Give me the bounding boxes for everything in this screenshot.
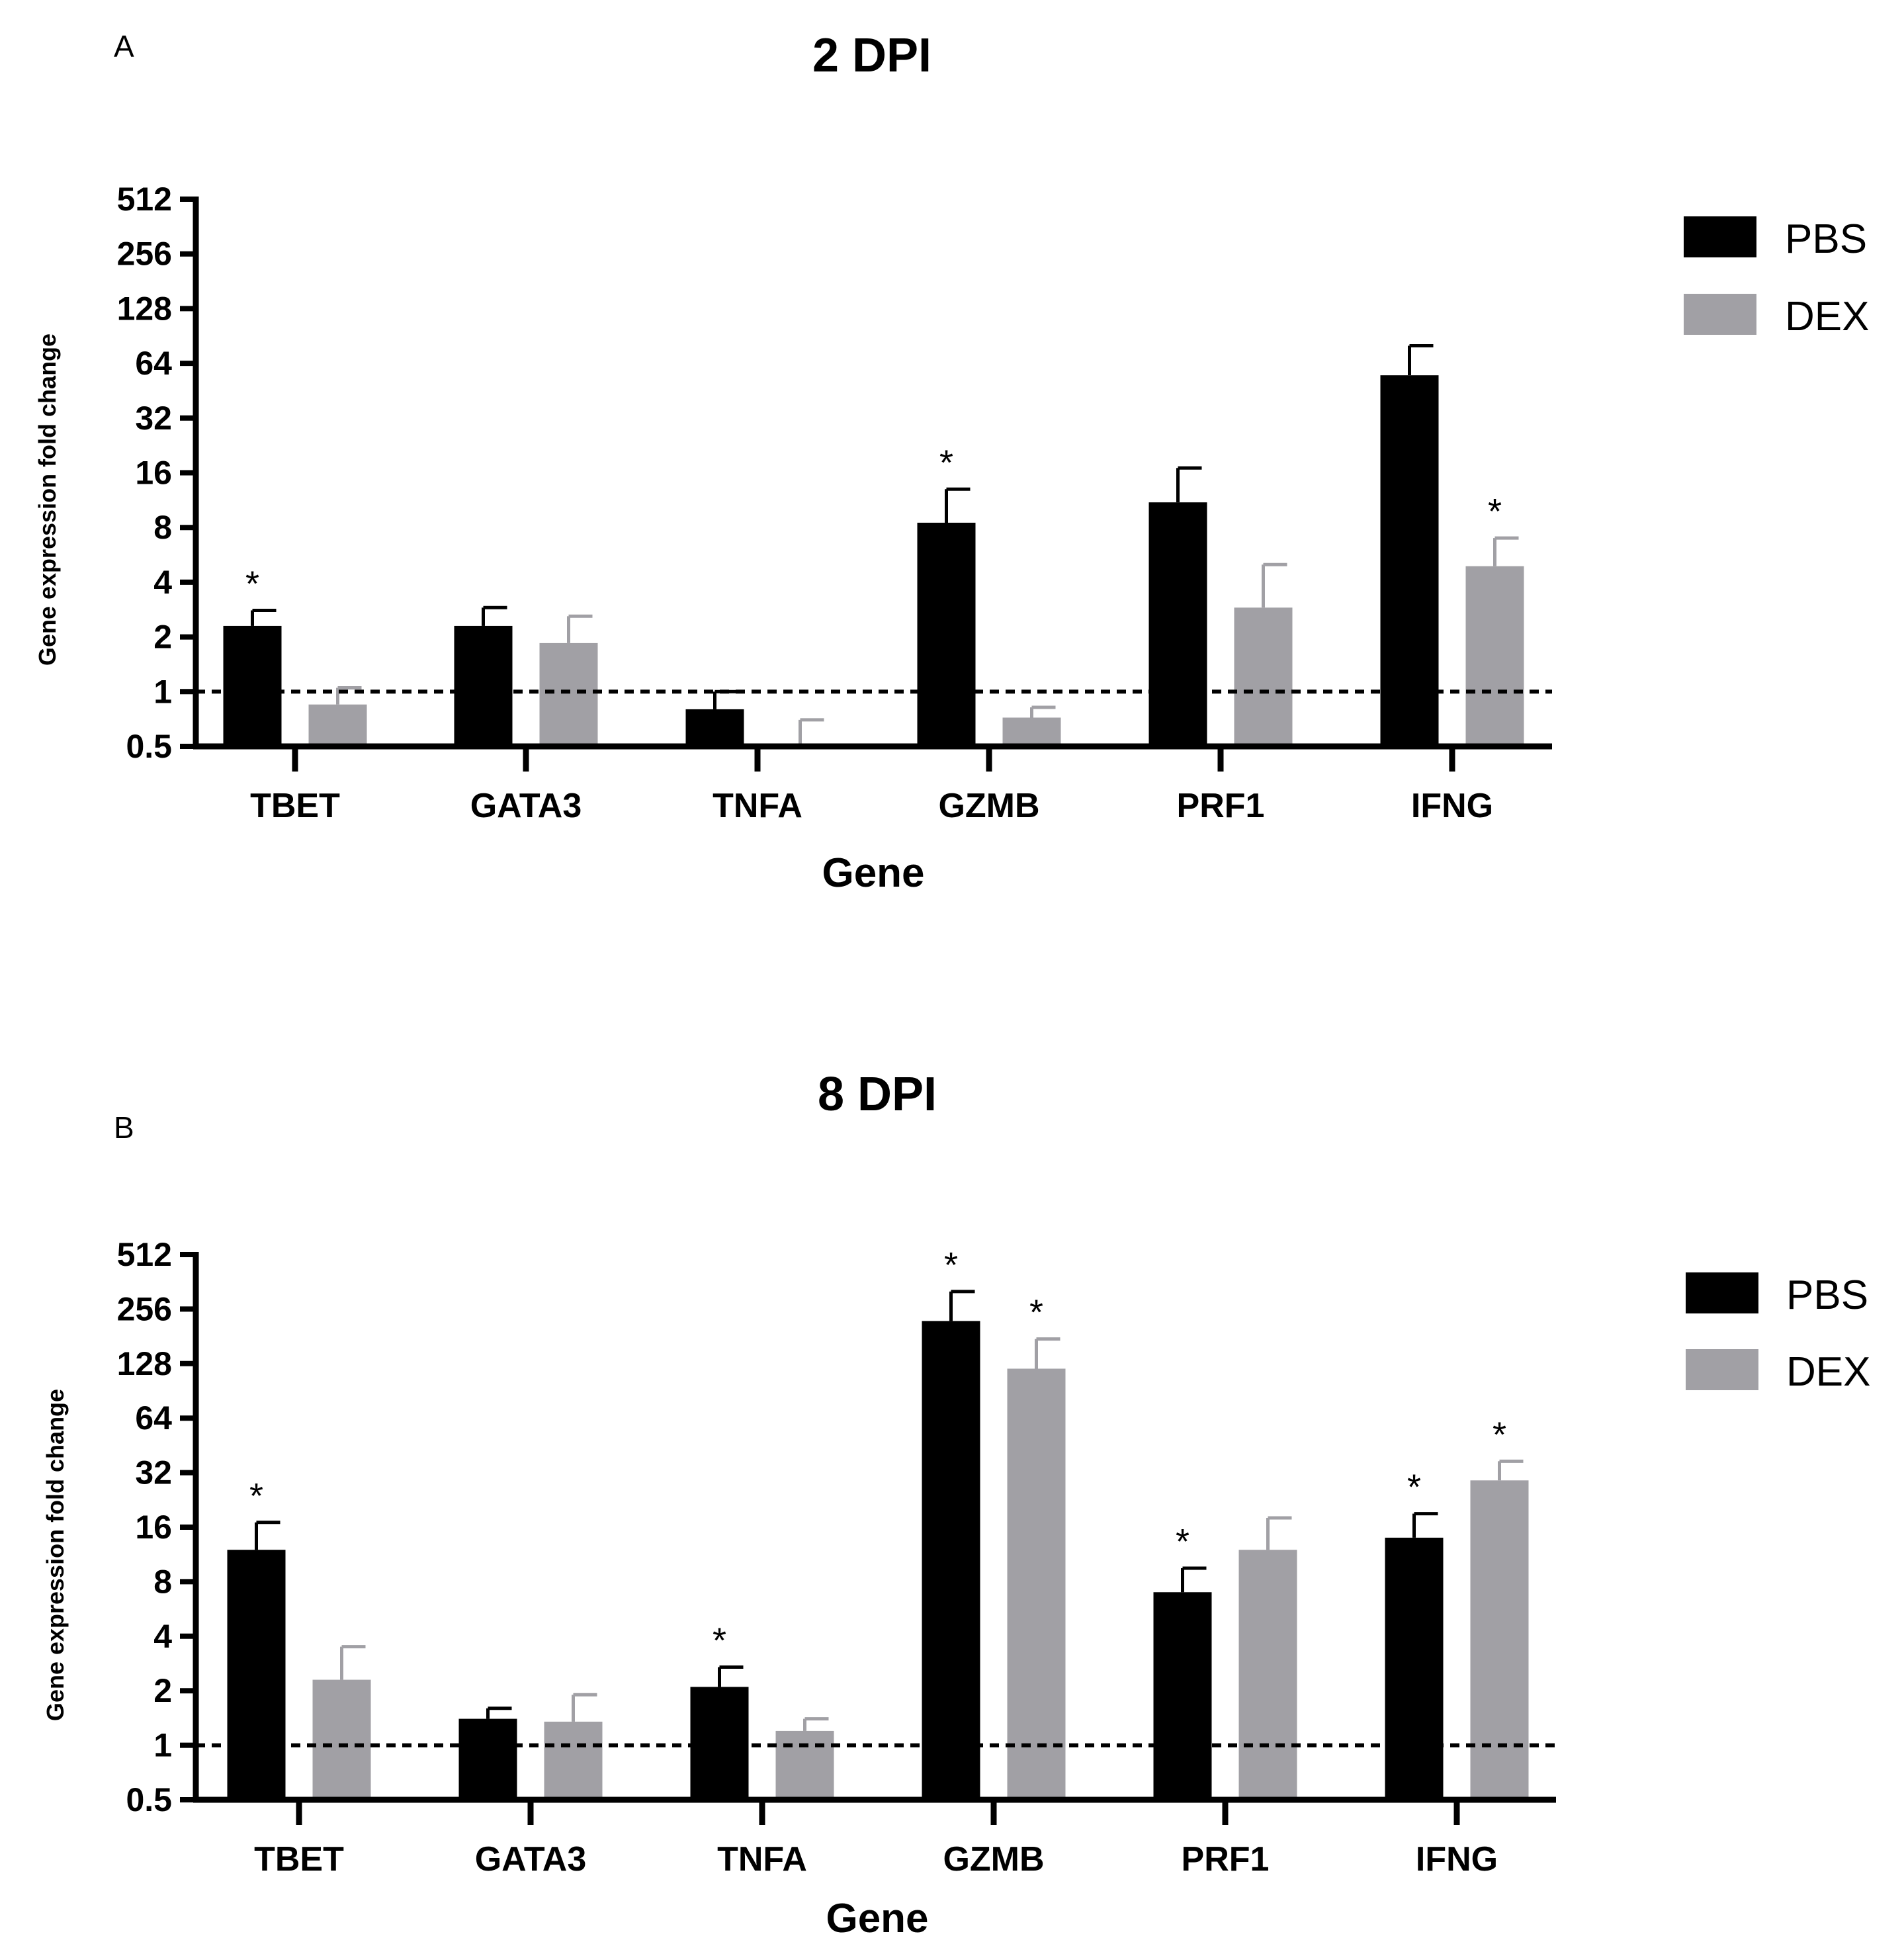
panel-letter-a: A bbox=[114, 29, 134, 64]
y-tick-label-a: 2 bbox=[153, 619, 172, 656]
bar-dex-tbet-b bbox=[312, 1679, 371, 1800]
legend-b: PBS DEX bbox=[1686, 1272, 1870, 1395]
y-axis-label-b: Gene expression fold change bbox=[42, 1389, 69, 1721]
y-tick-label-a: 0.5 bbox=[126, 728, 172, 765]
x-tick-label-prf1-b: PRF1 bbox=[1182, 1840, 1270, 1879]
bar-pbs-ifng-a bbox=[1380, 375, 1439, 746]
legend-label-pbs-a: PBS bbox=[1785, 216, 1867, 262]
plot-area-b: 0.5 1 2 4 8 16 32 64 128 256 512 * * * * * * * TBET GATA3 TN… bbox=[117, 1236, 1556, 1879]
y-tick-label-a: 4 bbox=[153, 564, 172, 601]
x-tick-label-gzmb-a: GZMB bbox=[938, 787, 1039, 825]
significance-star-b: * bbox=[1493, 1415, 1506, 1454]
y-tick-label-b: 32 bbox=[135, 1454, 172, 1491]
y-tick-label-b: 128 bbox=[117, 1345, 172, 1382]
bar-pbs-tbet-b bbox=[227, 1550, 286, 1800]
y-tick-label-a: 1 bbox=[153, 673, 172, 710]
plot-area-a: 0.5 1 2 4 8 16 32 64 128 256 512 * * * TBET GATA3 TNFA GZ… bbox=[117, 181, 1552, 825]
y-tick-label-b: 1 bbox=[153, 1727, 172, 1764]
y-tick-label-b: 8 bbox=[153, 1563, 172, 1600]
legend-a: PBS DEX bbox=[1684, 216, 1869, 339]
significance-star-a: * bbox=[245, 564, 259, 603]
bar-dex-gata3-a bbox=[539, 642, 598, 746]
bar-dex-gzmb-a bbox=[1002, 717, 1061, 746]
y-tick-label-a: 128 bbox=[117, 290, 172, 327]
significance-star-b: * bbox=[713, 1621, 726, 1661]
y-tick-label-a: 32 bbox=[135, 400, 172, 437]
bar-dex-prf1-b bbox=[1238, 1550, 1297, 1800]
legend-swatch-dex-b bbox=[1686, 1349, 1758, 1390]
legend-label-pbs-b: PBS bbox=[1786, 1272, 1868, 1318]
bar-dex-gzmb-b bbox=[1007, 1368, 1066, 1800]
y-tick-label-b: 0.5 bbox=[126, 1781, 172, 1818]
x-tick-label-tnfa-b: TNFA bbox=[717, 1840, 807, 1879]
significance-star-a: * bbox=[939, 443, 953, 482]
bar-pbs-gata3-a bbox=[454, 625, 513, 746]
panel-letter-b: B bbox=[114, 1110, 134, 1145]
bar-dex-ifng-a bbox=[1465, 566, 1524, 746]
y-tick-label-b: 16 bbox=[135, 1509, 172, 1546]
y-tick-label-b: 256 bbox=[117, 1290, 172, 1327]
bar-pbs-tnfa-a bbox=[685, 709, 744, 746]
y-tick-label-a: 512 bbox=[117, 181, 172, 218]
bar-pbs-gzmb-a bbox=[917, 522, 976, 746]
y-axis-label-a: Gene expression fold change bbox=[34, 333, 61, 666]
legend-label-dex-a: DEX bbox=[1785, 294, 1869, 339]
bar-pbs-prf1-b bbox=[1153, 1592, 1212, 1800]
y-tick-label-a: 8 bbox=[153, 509, 172, 546]
significance-star-b: * bbox=[1029, 1293, 1043, 1333]
y-tick-label-b: 4 bbox=[153, 1618, 172, 1655]
x-axis-label-a: Gene bbox=[822, 850, 924, 896]
y-tick-label-b: 64 bbox=[135, 1399, 172, 1437]
legend-swatch-pbs-a bbox=[1684, 216, 1756, 257]
bar-pbs-tbet-a bbox=[223, 625, 282, 746]
y-tick-label-a: 256 bbox=[117, 236, 172, 273]
x-tick-label-ifng-a: IFNG bbox=[1411, 787, 1493, 825]
x-tick-label-prf1-a: PRF1 bbox=[1177, 787, 1265, 825]
legend-swatch-pbs-b bbox=[1686, 1272, 1758, 1313]
x-tick-label-tnfa-a: TNFA bbox=[713, 787, 802, 825]
x-tick-label-gata3-b: GATA3 bbox=[475, 1840, 587, 1879]
significance-star-b: * bbox=[1176, 1522, 1190, 1562]
chart-title-a: 2 DPI bbox=[812, 29, 931, 82]
x-tick-label-tbet-b: TBET bbox=[254, 1840, 344, 1879]
significance-star-b: * bbox=[249, 1476, 263, 1516]
bar-dex-tbet-a bbox=[308, 704, 367, 746]
significance-star-a: * bbox=[1488, 492, 1502, 531]
bar-pbs-gzmb-b bbox=[922, 1321, 980, 1800]
legend-swatch-dex-a bbox=[1684, 294, 1756, 335]
bar-pbs-prf1-a bbox=[1148, 502, 1207, 746]
bar-pbs-ifng-b bbox=[1385, 1537, 1444, 1800]
x-tick-label-gzmb-b: GZMB bbox=[943, 1840, 1044, 1879]
y-tick-label-b: 2 bbox=[153, 1672, 172, 1709]
y-tick-label-a: 16 bbox=[135, 455, 172, 492]
x-tick-label-ifng-b: IFNG bbox=[1416, 1840, 1498, 1879]
significance-star-b: * bbox=[1407, 1468, 1421, 1507]
y-tick-label-b: 512 bbox=[117, 1236, 172, 1273]
significance-star-b: * bbox=[944, 1245, 958, 1285]
bar-pbs-gata3-b bbox=[458, 1718, 517, 1800]
bar-dex-prf1-a bbox=[1234, 607, 1293, 746]
y-tick-label-a: 64 bbox=[135, 345, 172, 382]
x-tick-label-gata3-a: GATA3 bbox=[470, 787, 582, 825]
legend-label-dex-b: DEX bbox=[1786, 1349, 1870, 1395]
bar-dex-tnfa-b bbox=[775, 1730, 834, 1800]
x-tick-label-tbet-a: TBET bbox=[250, 787, 340, 825]
bar-dex-ifng-b bbox=[1470, 1480, 1529, 1800]
bar-dex-gata3-b bbox=[544, 1721, 603, 1800]
x-axis-label-b: Gene bbox=[826, 1896, 928, 1941]
chart-title-b: 8 DPI bbox=[818, 1068, 937, 1121]
